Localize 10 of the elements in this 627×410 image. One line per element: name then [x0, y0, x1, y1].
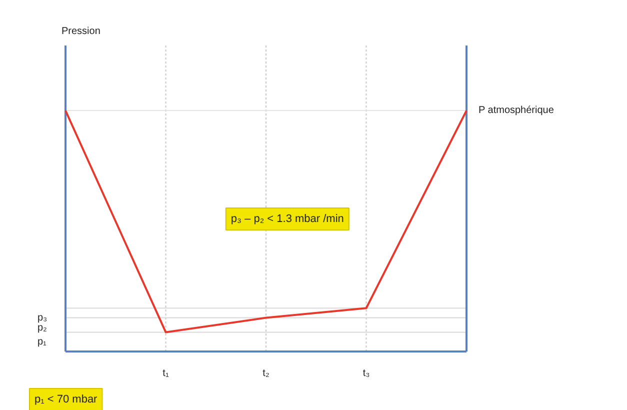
annotation: p₃ – p₂ < 1.3 mbar /min — [230, 212, 344, 225]
x-tick-label: t₂ — [262, 368, 270, 379]
x-tick-label: t₃ — [362, 368, 370, 379]
text: p₁ < 70 mbar — [34, 394, 98, 406]
ref-line-label: p₂ — [38, 322, 48, 334]
ref-line-label: P atmosphérique — [478, 105, 554, 116]
ref-line-label: p₁ — [38, 336, 48, 348]
text: Pression — [62, 26, 100, 37]
ref-line-label: p₃ — [38, 312, 48, 324]
x-tick-label: t₁ — [162, 368, 170, 379]
